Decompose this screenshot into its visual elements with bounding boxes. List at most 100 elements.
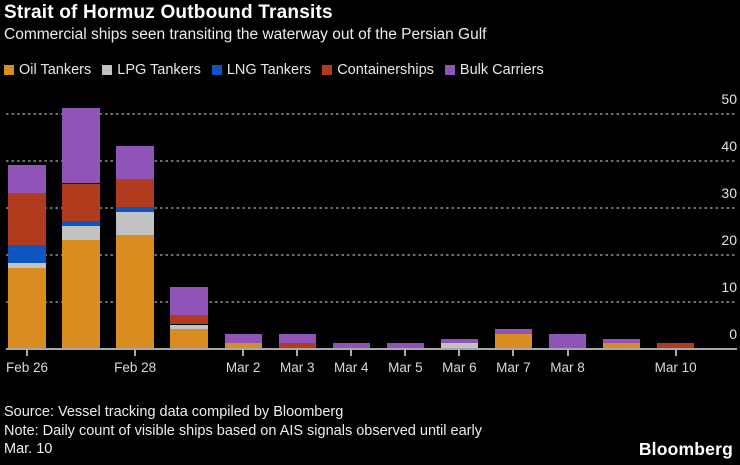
bar-segment-bulk-carriers xyxy=(494,329,533,334)
x-axis-tick-mar-10 xyxy=(674,350,677,356)
legend-swatch-lpg-tankers xyxy=(102,65,113,75)
bar-segment-oil-tankers xyxy=(62,239,100,348)
bar-segment-bulk-carriers xyxy=(332,343,370,348)
bar-segment-oil-tankers xyxy=(8,268,46,348)
x-axis-tick-mar-4 xyxy=(350,350,353,356)
footer: Source: Vessel tracking data compiled by… xyxy=(4,403,482,459)
bar-mar-3 xyxy=(278,333,316,348)
x-tick-label-mar-4: Mar 4 xyxy=(334,360,369,375)
gridline-40 xyxy=(6,160,737,162)
gridline-50 xyxy=(6,113,737,115)
bar-segment-lpg-tankers xyxy=(8,263,46,269)
y-tick-label-0: 0 xyxy=(729,326,737,342)
legend-item-containerships: Containerships xyxy=(322,62,434,78)
legend-swatch-containerships xyxy=(322,65,333,75)
legend-label: LNG Tankers xyxy=(226,62,312,78)
bloomberg-logo: Bloomberg xyxy=(638,439,733,459)
x-axis-line xyxy=(6,348,737,350)
gridline-30 xyxy=(6,207,737,209)
bar-segment-containerships xyxy=(656,343,695,348)
bar-mar-4 xyxy=(332,343,370,348)
bar-segment-oil-tankers xyxy=(116,235,154,348)
x-axis-tick-feb-28 xyxy=(134,350,137,356)
x-tick-label-mar-5: Mar 5 xyxy=(388,360,423,375)
bar-segment-containerships xyxy=(170,315,208,325)
bar-segment-bulk-carriers xyxy=(224,333,262,344)
bar-segment-bulk-carriers xyxy=(602,338,641,344)
chart-title: Strait of Hormuz Outbound Transits xyxy=(4,2,333,23)
bar-mar-10 xyxy=(656,343,695,348)
legend-swatch-oil-tankers xyxy=(4,65,14,75)
legend-label: LPG Tankers xyxy=(117,62,201,78)
x-tick-label-mar-7: Mar 7 xyxy=(496,360,531,375)
legend-label: Oil Tankers xyxy=(19,62,92,78)
chart-subtitle: Commercial ships seen transiting the wat… xyxy=(4,26,487,43)
x-axis-tick-feb-26 xyxy=(26,350,28,356)
bar-segment-bulk-carriers xyxy=(440,338,479,344)
bar-mar-8 xyxy=(548,333,587,348)
bar-segment-oil-tankers xyxy=(170,329,208,348)
legend: Oil Tankers LPG Tankers LNG Tankers Contain… xyxy=(4,62,555,78)
y-tick-label-20: 20 xyxy=(721,232,737,248)
bar-segment-oil-tankers xyxy=(602,343,641,348)
bar-segment-bulk-carriers xyxy=(8,164,46,193)
bar-feb-26 xyxy=(8,164,46,348)
legend-swatch-lng-tankers xyxy=(211,65,222,75)
legend-label: Containerships xyxy=(337,62,434,78)
y-tick-label-50: 50 xyxy=(721,91,737,107)
bar-feb-28 xyxy=(116,145,154,348)
legend-label: Bulk Carriers xyxy=(459,62,544,78)
bar-segment-containerships xyxy=(116,178,154,207)
bar-segment-lpg-tankers xyxy=(440,343,479,348)
legend-item-bulk-carriers: Bulk Carriers xyxy=(444,62,544,78)
x-axis-tick-mar-6 xyxy=(458,350,461,356)
bar-segment-oil-tankers xyxy=(224,343,262,348)
x-axis-tick-mar-2 xyxy=(242,350,245,356)
bar-mar-7 xyxy=(494,329,533,348)
bar-segment-bulk-carriers xyxy=(278,333,316,344)
x-axis-tick-mar-3 xyxy=(296,350,299,356)
legend-item-lpg-tankers: LPG Tankers xyxy=(102,62,201,78)
x-tick-label-mar-6: Mar 6 xyxy=(442,360,477,375)
bar-mar-5 xyxy=(386,343,425,348)
bar-segment-lng-tankers xyxy=(8,244,46,264)
x-tick-label-mar-8: Mar 8 xyxy=(550,360,585,375)
x-axis-tick-mar-5 xyxy=(404,350,407,356)
source-text: Source: Vessel tracking data compiled by… xyxy=(4,404,344,420)
bar-segment-bulk-carriers xyxy=(170,286,208,316)
bar-mar-2 xyxy=(224,333,262,348)
y-tick-label-10: 10 xyxy=(721,279,737,295)
x-tick-label-mar-3: Mar 3 xyxy=(279,360,315,375)
x-axis-tick-mar-8 xyxy=(566,350,569,356)
y-tick-label-30: 30 xyxy=(721,185,737,201)
y-tick-label-40: 40 xyxy=(721,138,737,154)
note-text-line1: Note: Daily count of visible ships based… xyxy=(4,422,482,439)
bar-segment-lng-tankers xyxy=(116,207,154,212)
legend-swatch-bulk-carriers xyxy=(444,65,455,75)
bar-segment-bulk-carriers xyxy=(548,333,587,348)
bar-segment-containerships xyxy=(8,192,46,245)
bar-segment-containerships xyxy=(62,183,100,222)
bar-segment-lng-tankers xyxy=(62,221,100,226)
legend-item-lng-tankers: LNG Tankers xyxy=(211,62,312,78)
bar-segment-lpg-tankers xyxy=(62,225,100,240)
bar-mar-1 xyxy=(170,286,208,348)
gridline-10 xyxy=(6,301,737,303)
x-tick-label-feb-28: Feb 28 xyxy=(114,360,157,375)
bar-mar-6 xyxy=(440,338,479,348)
bar-segment-oil-tankers xyxy=(494,333,533,348)
note-text-line2: Mar. 10 xyxy=(4,441,53,457)
bar-segment-bulk-carriers xyxy=(62,108,100,184)
bar-segment-containerships xyxy=(278,343,316,348)
x-axis-tick-mar-7 xyxy=(512,350,515,356)
bar-segment-lpg-tankers xyxy=(170,324,208,330)
x-tick-label-mar-10: Mar 10 xyxy=(654,360,697,375)
bar-mar-9 xyxy=(602,338,641,348)
bar-segment-lpg-tankers xyxy=(116,211,154,236)
bar-segment-bulk-carriers xyxy=(116,145,154,179)
bar-feb-27 xyxy=(62,108,100,348)
bar-segment-bulk-carriers xyxy=(386,343,425,348)
legend-item-oil-tankers: Oil Tankers xyxy=(4,62,91,78)
